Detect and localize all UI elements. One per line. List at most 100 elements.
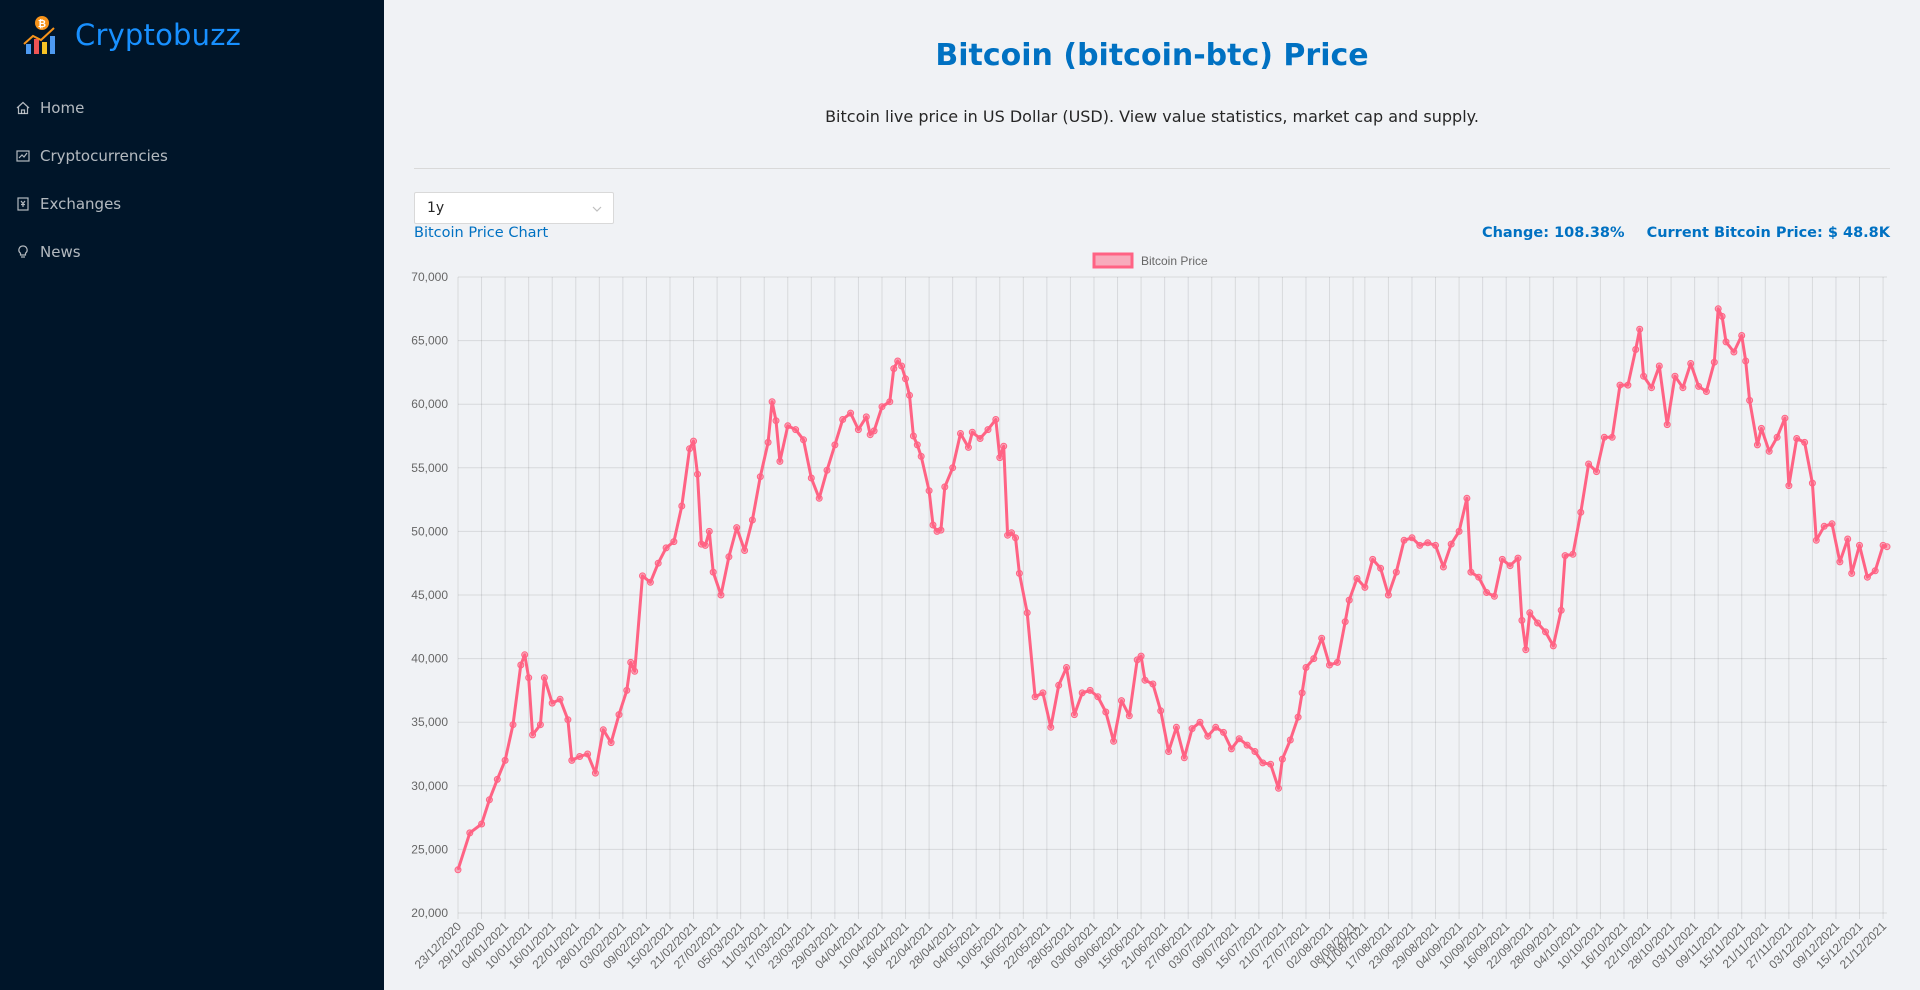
data-point[interactable] [521,651,529,659]
data-point[interactable] [1204,732,1212,740]
data-point[interactable] [1569,550,1577,558]
data-point[interactable] [1310,655,1318,663]
data-point[interactable] [913,441,921,449]
data-point[interactable] [1000,442,1008,450]
data-point[interactable] [1722,338,1730,346]
data-point[interactable] [1710,358,1718,366]
data-point[interactable] [556,695,564,703]
data-point[interactable] [1180,754,1188,762]
data-point[interactable] [1714,305,1722,313]
data-point[interactable] [1883,543,1891,551]
data-point[interactable] [992,416,1000,423]
data-point[interactable] [1353,575,1361,582]
app-name[interactable]: Cryptobuzz [75,18,242,52]
data-point[interactable] [1333,658,1341,666]
data-point[interactable] [1400,536,1408,544]
data-point[interactable] [540,674,548,682]
data-point[interactable] [1616,381,1624,389]
sidebar-item-cryptocurrencies[interactable]: Cryptocurrencies [0,132,384,180]
timeperiod-select[interactable]: 1y [414,192,614,224]
data-point[interactable] [1871,567,1879,575]
data-point[interactable] [654,559,662,567]
data-point[interactable] [1384,591,1392,599]
data-point[interactable] [1455,527,1463,535]
data-point[interactable] [1286,736,1294,744]
data-point[interactable] [1836,558,1844,566]
data-point[interactable] [564,716,572,724]
data-point[interactable] [792,426,800,434]
data-point[interactable] [1561,552,1569,560]
data-point[interactable] [1341,618,1349,626]
data-point[interactable] [996,454,1004,462]
data-point[interactable] [733,524,741,532]
data-point[interactable] [1738,332,1746,339]
data-point[interactable] [1624,381,1632,389]
data-point[interactable] [800,436,807,444]
data-point[interactable] [1188,725,1196,733]
data-point[interactable] [772,417,780,425]
data-point[interactable] [1078,689,1086,697]
data-point[interactable] [1275,784,1282,792]
data-point[interactable] [576,753,584,760]
data-point[interactable] [529,731,537,739]
data-point[interactable] [1663,421,1671,429]
data-point[interactable] [501,756,509,764]
data-point[interactable] [1467,568,1475,576]
data-point[interactable] [1785,482,1793,490]
data-point[interactable] [1801,438,1809,446]
data-point[interactable] [1243,741,1251,749]
data-point[interactable] [631,667,639,675]
data-point[interactable] [748,516,756,524]
data-point[interactable] [968,428,976,436]
data-point[interactable] [1648,384,1655,392]
data-point[interactable] [807,474,815,482]
data-point[interactable] [517,661,525,669]
data-point[interactable] [548,699,556,707]
data-point[interactable] [1490,592,1498,600]
data-point[interactable] [599,726,607,734]
data-point[interactable] [717,591,725,599]
data-point[interactable] [815,494,823,502]
data-point[interactable] [831,441,839,449]
data-point[interactable] [862,413,870,421]
data-point[interactable] [1585,460,1593,468]
data-point[interactable] [1345,596,1353,604]
data-point[interactable] [1522,646,1530,654]
data-point[interactable] [925,487,933,495]
data-point[interactable] [478,820,486,828]
data-point[interactable] [756,473,764,481]
data-point[interactable] [1483,589,1491,596]
data-point[interactable] [1149,680,1157,688]
data-point[interactable] [1094,693,1102,701]
data-point[interactable] [607,739,615,747]
data-point[interactable] [906,391,913,399]
data-point[interactable] [776,457,784,465]
data-point[interactable] [1773,433,1781,441]
data-point[interactable] [1318,634,1326,642]
data-point[interactable] [1432,541,1439,549]
data-point[interactable] [1137,652,1145,660]
data-point[interactable] [690,437,697,445]
data-point[interactable] [725,553,733,561]
data-point[interactable] [1031,693,1039,701]
data-point[interactable] [1549,642,1557,650]
data-point[interactable] [1326,661,1333,669]
data-point[interactable] [909,432,917,440]
data-point[interactable] [1844,535,1852,543]
data-point[interactable] [1640,372,1648,380]
data-point[interactable] [823,466,831,474]
data-point[interactable] [1141,676,1149,684]
data-point[interactable] [615,711,623,719]
data-point[interactable] [1063,664,1070,671]
data-point[interactable] [898,362,906,370]
data-point[interactable] [870,427,878,435]
data-point[interactable] [1015,569,1023,577]
data-point[interactable] [1695,382,1703,390]
data-point[interactable] [1298,689,1306,697]
data-point[interactable] [536,721,544,729]
data-point[interactable] [1102,708,1110,716]
data-point[interactable] [623,686,631,694]
data-point[interactable] [1302,664,1310,671]
data-point[interactable] [1608,433,1616,441]
data-point[interactable] [941,483,949,491]
